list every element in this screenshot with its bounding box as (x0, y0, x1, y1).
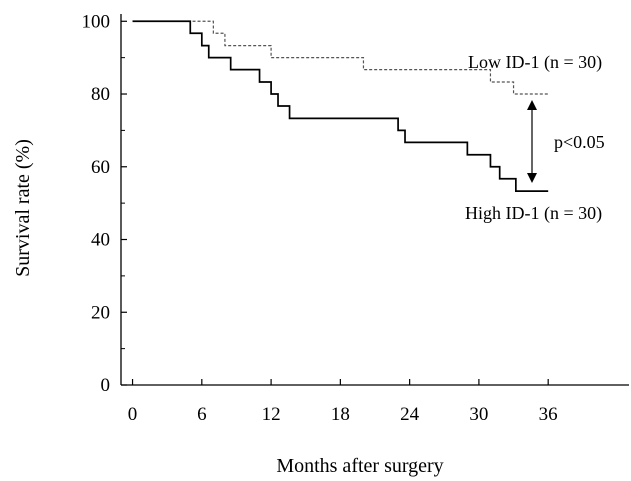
y-axis-label: Survival rate (%) (12, 139, 34, 277)
x-axis-label: Months after surgery (276, 455, 443, 477)
series-label-low-id1: Low ID-1 (n = 30) (468, 52, 602, 73)
axes (120, 14, 629, 386)
arrow-down-icon (527, 173, 537, 183)
arrow-up-icon (527, 100, 537, 110)
x-tick-label: 18 (331, 404, 350, 425)
x-tick-label: 0 (128, 404, 138, 425)
y-tick-label: 20 (91, 302, 110, 323)
x-tick-label: 6 (197, 404, 207, 425)
y-tick-label: 80 (91, 84, 110, 105)
series-label-high-id1: High ID-1 (n = 30) (465, 203, 602, 224)
y-tick-label: 60 (91, 157, 110, 178)
x-tick-label: 36 (539, 404, 558, 425)
series-layer (132, 20, 549, 192)
x-tick-label: 30 (469, 404, 488, 425)
p-value-label: p<0.05 (554, 132, 605, 152)
y-tick-label: 100 (82, 11, 111, 32)
ticks: 0 20 40 60 80 100 0 6 12 18 24 30 36 (82, 11, 558, 425)
significance-arrow (527, 100, 537, 183)
x-tick-label: 24 (400, 404, 420, 425)
y-tick-label: 0 (101, 375, 111, 396)
high-id1-survival-curve (132, 20, 549, 192)
x-tick-label: 12 (262, 404, 281, 425)
y-tick-label: 40 (91, 230, 110, 251)
